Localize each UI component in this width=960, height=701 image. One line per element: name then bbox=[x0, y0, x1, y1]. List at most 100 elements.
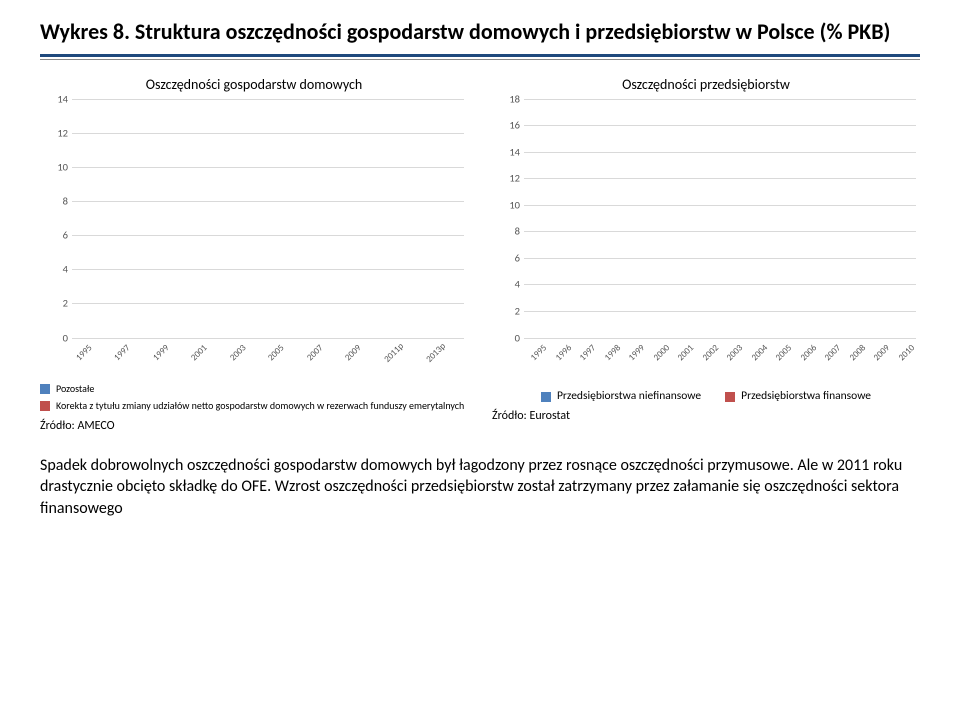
legend-item: Pozostałe bbox=[40, 382, 468, 396]
y-tick-label: 18 bbox=[494, 92, 520, 105]
bar-slot bbox=[170, 99, 190, 338]
legend-item: Przedsiębiorstwa finansowe bbox=[725, 389, 871, 403]
right-chart-title: Oszczędności przedsiębiorstw bbox=[492, 76, 920, 93]
legend-swatch bbox=[40, 401, 50, 411]
bar-slot bbox=[524, 99, 549, 338]
bar-slot bbox=[573, 99, 598, 338]
legend-label: Korekta z tytułu zmiany udziałów netto g… bbox=[56, 399, 464, 413]
right-chart-axis-area: 024681012141618 bbox=[524, 99, 916, 339]
bar-slot bbox=[366, 99, 386, 338]
gridline bbox=[524, 231, 916, 232]
gridline bbox=[524, 152, 916, 153]
right-chart-xlabels: 1995199619971998199920002001200220032004… bbox=[524, 339, 916, 379]
bar-slot bbox=[549, 99, 574, 338]
bar-slot bbox=[268, 99, 288, 338]
y-tick-label: 14 bbox=[42, 92, 68, 105]
right-chart-source: Źródło: Eurostat bbox=[492, 409, 920, 423]
bar-slot bbox=[327, 99, 347, 338]
y-tick-label: 12 bbox=[42, 126, 68, 139]
bar-slot bbox=[209, 99, 229, 338]
bar-slot bbox=[598, 99, 623, 338]
y-tick-label: 8 bbox=[42, 194, 68, 207]
y-tick-label: 0 bbox=[42, 331, 68, 344]
bar-slot bbox=[229, 99, 249, 338]
right-chart-legend: Przedsiębiorstwa niefinansowe Przedsiębio… bbox=[492, 389, 920, 403]
bar-slot bbox=[867, 99, 892, 338]
left-chart-axis-area: 02468101214 bbox=[72, 99, 464, 339]
legend-item: Przedsiębiorstwa niefinansowe bbox=[541, 389, 701, 403]
gridline bbox=[72, 235, 464, 236]
bar-slot bbox=[111, 99, 131, 338]
legend-item: Korekta z tytułu zmiany udziałów netto g… bbox=[40, 399, 468, 413]
y-tick-label: 4 bbox=[42, 263, 68, 276]
bar-slot bbox=[405, 99, 425, 338]
bar-slot bbox=[92, 99, 112, 338]
left-chart-source: Źródło: AMECO bbox=[40, 419, 468, 433]
legend-label: Przedsiębiorstwa niefinansowe bbox=[557, 389, 701, 403]
bar-slot bbox=[892, 99, 917, 338]
bar-slot bbox=[696, 99, 721, 338]
gridline bbox=[524, 125, 916, 126]
legend-label: Przedsiębiorstwa finansowe bbox=[741, 389, 871, 403]
caption-text: Spadek dobrowolnych oszczędności gospoda… bbox=[40, 455, 920, 520]
legend-swatch bbox=[725, 392, 735, 402]
right-chart-bars bbox=[524, 99, 916, 338]
chart-title: Wykres 8. Struktura oszczędności gospoda… bbox=[40, 18, 920, 46]
gridline bbox=[72, 133, 464, 134]
gridline bbox=[524, 258, 916, 259]
y-tick-label: 2 bbox=[42, 297, 68, 310]
bar-slot bbox=[288, 99, 308, 338]
y-tick-label: 14 bbox=[494, 145, 520, 158]
right-chart-plot: 024681012141618 199519961997199819992000… bbox=[492, 99, 920, 379]
y-tick-label: 10 bbox=[42, 160, 68, 173]
bar-slot bbox=[190, 99, 210, 338]
bar-slot bbox=[72, 99, 92, 338]
left-chart-xlabels: 199519971999200120032005200720092011p201… bbox=[72, 339, 464, 379]
gridline bbox=[72, 269, 464, 270]
charts-row: Oszczędności gospodarstw domowych 024681… bbox=[40, 76, 920, 433]
bar-slot bbox=[425, 99, 445, 338]
y-tick-label: 6 bbox=[42, 229, 68, 242]
bar-slot bbox=[720, 99, 745, 338]
gridline bbox=[524, 99, 916, 100]
bar-slot bbox=[386, 99, 406, 338]
bar-slot bbox=[444, 99, 464, 338]
y-tick-label: 16 bbox=[494, 119, 520, 132]
legend-label: Pozostałe bbox=[56, 382, 94, 396]
gridline bbox=[524, 205, 916, 206]
left-chart-legend: Pozostałe Korekta z tytułu zmiany udziałó… bbox=[40, 382, 468, 413]
title-rule-top bbox=[40, 54, 920, 57]
bar-slot bbox=[307, 99, 327, 338]
title-rule-bottom bbox=[40, 59, 920, 60]
legend-swatch bbox=[40, 384, 50, 394]
legend-swatch bbox=[541, 392, 551, 402]
gridline bbox=[72, 303, 464, 304]
gridline bbox=[524, 284, 916, 285]
bar-slot bbox=[671, 99, 696, 338]
gridline bbox=[524, 311, 916, 312]
bar-slot bbox=[248, 99, 268, 338]
y-tick-label: 10 bbox=[494, 198, 520, 211]
gridline bbox=[72, 99, 464, 100]
gridline bbox=[72, 167, 464, 168]
bar-slot bbox=[769, 99, 794, 338]
left-chart-plot: 02468101214 1995199719992001200320052007… bbox=[40, 99, 468, 379]
right-chart-panel: Oszczędności przedsiębiorstw 02468101214… bbox=[492, 76, 920, 433]
gridline bbox=[524, 178, 916, 179]
bar-slot bbox=[818, 99, 843, 338]
y-tick-label: 8 bbox=[494, 225, 520, 238]
y-tick-label: 4 bbox=[494, 278, 520, 291]
bar-slot bbox=[794, 99, 819, 338]
y-tick-label: 0 bbox=[494, 331, 520, 344]
left-chart-bars bbox=[72, 99, 464, 338]
y-tick-label: 6 bbox=[494, 251, 520, 264]
gridline bbox=[72, 201, 464, 202]
bar-slot bbox=[647, 99, 672, 338]
left-chart-title: Oszczędności gospodarstw domowych bbox=[40, 76, 468, 93]
y-tick-label: 2 bbox=[494, 304, 520, 317]
bar-slot bbox=[843, 99, 868, 338]
left-chart-panel: Oszczędności gospodarstw domowych 024681… bbox=[40, 76, 468, 433]
bar-slot bbox=[131, 99, 151, 338]
bar-slot bbox=[150, 99, 170, 338]
bar-slot bbox=[745, 99, 770, 338]
